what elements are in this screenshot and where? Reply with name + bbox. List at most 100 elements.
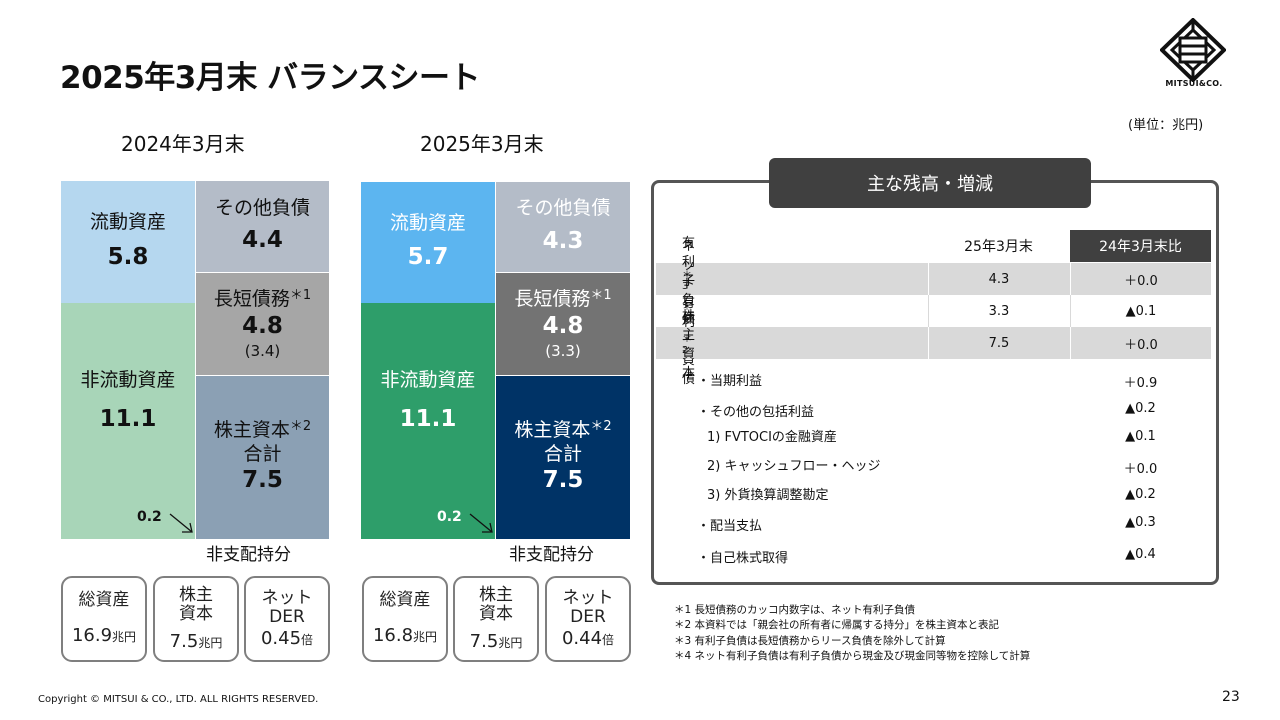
row-current: 4.3 [928,263,1069,295]
footnotes: ＊1 長短債務のカッコ内数字は、ネット有利子負債 ＊2 本資料では「親会社の所有… [674,603,1030,664]
col-header-change: 24年3月末比 [1070,230,1211,262]
kpi-label: ネット [562,587,614,608]
kpi-label: 株主 [179,584,213,605]
bs-2024-noncurrent-assets-value: 11.1 [99,405,157,432]
bs-2024-equity-label2: 合計 [243,442,282,465]
footnote: ＊4 ネット有利子負債は有利子負債から現金及び現金同等物を控除して計算 [674,649,1031,662]
kpi-value-wrap: 16.8兆円 [373,625,437,647]
kpi-value-wrap: 0.44倍 [562,628,614,650]
kpi-2025-net-der: ネット DER 0.44倍 [545,576,631,662]
kpi-unit: 兆円 [413,629,438,644]
bs-2024-minority-label: 非支配持分 [206,545,291,565]
bs-2024-debt-net: (3.4) [244,341,281,360]
bs-2025-debt: 長短債務＊1 4.8 (3.3) [496,273,630,375]
kpi-2025-equity: 株主 資本 7.5兆円 [453,576,539,662]
bs-2025-current-assets: 流動資産 5.7 [361,182,495,303]
logo-wordmark: MITSUI&CO. [1165,79,1223,88]
bs-2024-heading: 2024年3月末 [121,132,245,156]
bs-2025-equity-note: ＊2 [590,418,612,434]
breakdown-change: ▲0.2 [1125,401,1156,416]
bs-2025-debt-note: ＊1 [590,288,612,304]
kpi-label: ネット [261,587,313,608]
panel-heading: 主な残高・増減 [769,158,1091,208]
breakdown-change: ▲0.3 [1125,515,1156,530]
breakdown-label: ・配当支払 [697,519,763,534]
row-current: 7.5 [928,327,1069,359]
bs-2024-equity-note: ＊2 [289,418,312,434]
bs-2025-debt-net: (3.3) [545,341,581,360]
bs-2025-debt-value: 4.8 [542,312,584,339]
kpi-value: 7.5 [169,630,199,652]
bs-2024-current-assets-value: 5.8 [107,243,149,270]
footnote: ＊1 長短債務のカッコ内数字は、ネット有利子負債 [674,604,916,616]
bs-2025-equity-label-wrap: 株主資本＊2 [514,419,611,443]
copyright: Copyright © MITSUI & CO., LTD. ALL RIGHT… [38,694,319,705]
kpi-unit: 兆円 [198,635,223,650]
bs-2025-current-assets-value: 5.7 [407,244,449,271]
kpi-2024-total-assets: 総資産 16.9兆円 [61,576,147,662]
bs-2024-debt-value: 4.8 [242,312,283,339]
bs-2025-other-liabilities: その他負債 4.3 [496,182,630,272]
bs-2024-debt-label-wrap: 長短債務＊1 [214,288,311,312]
bs-2024-noncurrent-assets-label: 非流動資産 [80,369,176,391]
bs-2025-equity-label: 株主資本 [514,418,591,441]
bs-2024-minority-value: 0.2 [137,509,162,525]
kpi-unit: 兆円 [112,629,137,644]
bs-2025-equity-label2: 合計 [543,442,582,465]
kpi-label: 総資産 [379,590,431,611]
bs-2025-noncurrent-assets-value: 11.1 [399,405,457,432]
breakdown-change: ▲0.2 [1125,487,1156,502]
kpi-label-2: 資本 [479,604,513,625]
bs-2024-noncurrent-assets: 非流動資産 11.1 [61,303,195,539]
row-change: ＋0.0 [1070,327,1211,359]
bs-2024-debt-label: 長短債務 [213,288,290,311]
row-current: 3.3 [928,295,1069,327]
col-header-current: 25年3月末 [964,239,1033,255]
bs-2025-debt-label: 長短債務 [514,288,591,311]
kpi-value: 16.8 [372,624,414,646]
bs-2025-other-liabilities-label: その他負債 [515,197,611,220]
breakdown-label: 1) FVTOCIの金融資産 [707,430,837,445]
bs-2024-equity: 株主資本＊2 合計 7.5 [196,376,329,539]
kpi-unit: 兆円 [498,635,523,650]
bs-2025-equity-value: 7.5 [542,467,584,494]
bs-2025-minority-label: 非支配持分 [509,545,594,565]
breakdown-label: 2) キャッシュフロー・ヘッジ [707,459,881,474]
bs-2025-minority-value: 0.2 [437,509,462,525]
kpi-value: 7.5 [469,630,499,652]
row-label: 株主資本 [682,309,696,381]
kpi-value: 16.9 [71,624,113,646]
mitsui-logo-icon [1159,17,1227,92]
row-change: ＋0.0 [1070,263,1211,295]
breakdown-change: ＋0.0 [1123,462,1158,477]
bs-2024-equity-label-wrap: 株主資本＊2 [214,419,311,443]
bs-2025-heading: 2025年3月末 [420,132,544,156]
bs-2025-current-assets-label: 流動資産 [389,211,466,234]
bs-2024-arrow-icon [169,513,193,533]
kpi-label-2: DER [570,607,606,628]
breakdown-label: ・当期利益 [697,374,763,389]
breakdown-label: ・その他の包括利益 [697,405,815,420]
bs-2024-debt-note: ＊1 [289,288,312,304]
table-row: 株主資本 ＊2 7.5 ＋0.0 [656,309,1211,381]
kpi-value: 0.45 [260,627,302,649]
bs-2024-debt: 長短債務＊1 4.8 (3.4) [196,273,329,375]
table-row: 有利子負債 ＊3 4.3 ＋0.0 [656,236,1211,327]
kpi-label-2: DER [269,607,305,628]
bs-2024-equity-label: 株主資本 [213,418,290,441]
bs-2025-noncurrent-assets: 非流動資産 11.1 [361,303,495,539]
bs-2024-equity-value: 7.5 [242,467,283,494]
breakdown-change: ▲0.4 [1125,547,1156,562]
breakdown-change: ＋0.9 [1123,376,1158,391]
bs-2024-current-assets-label: 流動資産 [89,211,166,234]
bs-2025-arrow-icon [469,513,493,533]
breakdown-label: 3) 外貨換算調整勘定 [707,488,829,503]
bs-2024-other-liabilities: その他負債 4.4 [196,181,329,272]
table-row: ネット有利子負債＊4 3.3 ▲0.1 [656,239,1211,387]
footnote: ＊3 有利子負債は長短債務からリース負債を除外して計算 [674,634,946,647]
breakdown-label: ・自己株式取得 [697,551,789,566]
bs-2025-equity: 株主資本＊2 合計 7.5 [496,376,630,539]
kpi-value-wrap: 0.45倍 [261,628,313,650]
bs-2024-other-liabilities-label: その他負債 [214,196,310,219]
kpi-unit: 倍 [602,632,615,647]
